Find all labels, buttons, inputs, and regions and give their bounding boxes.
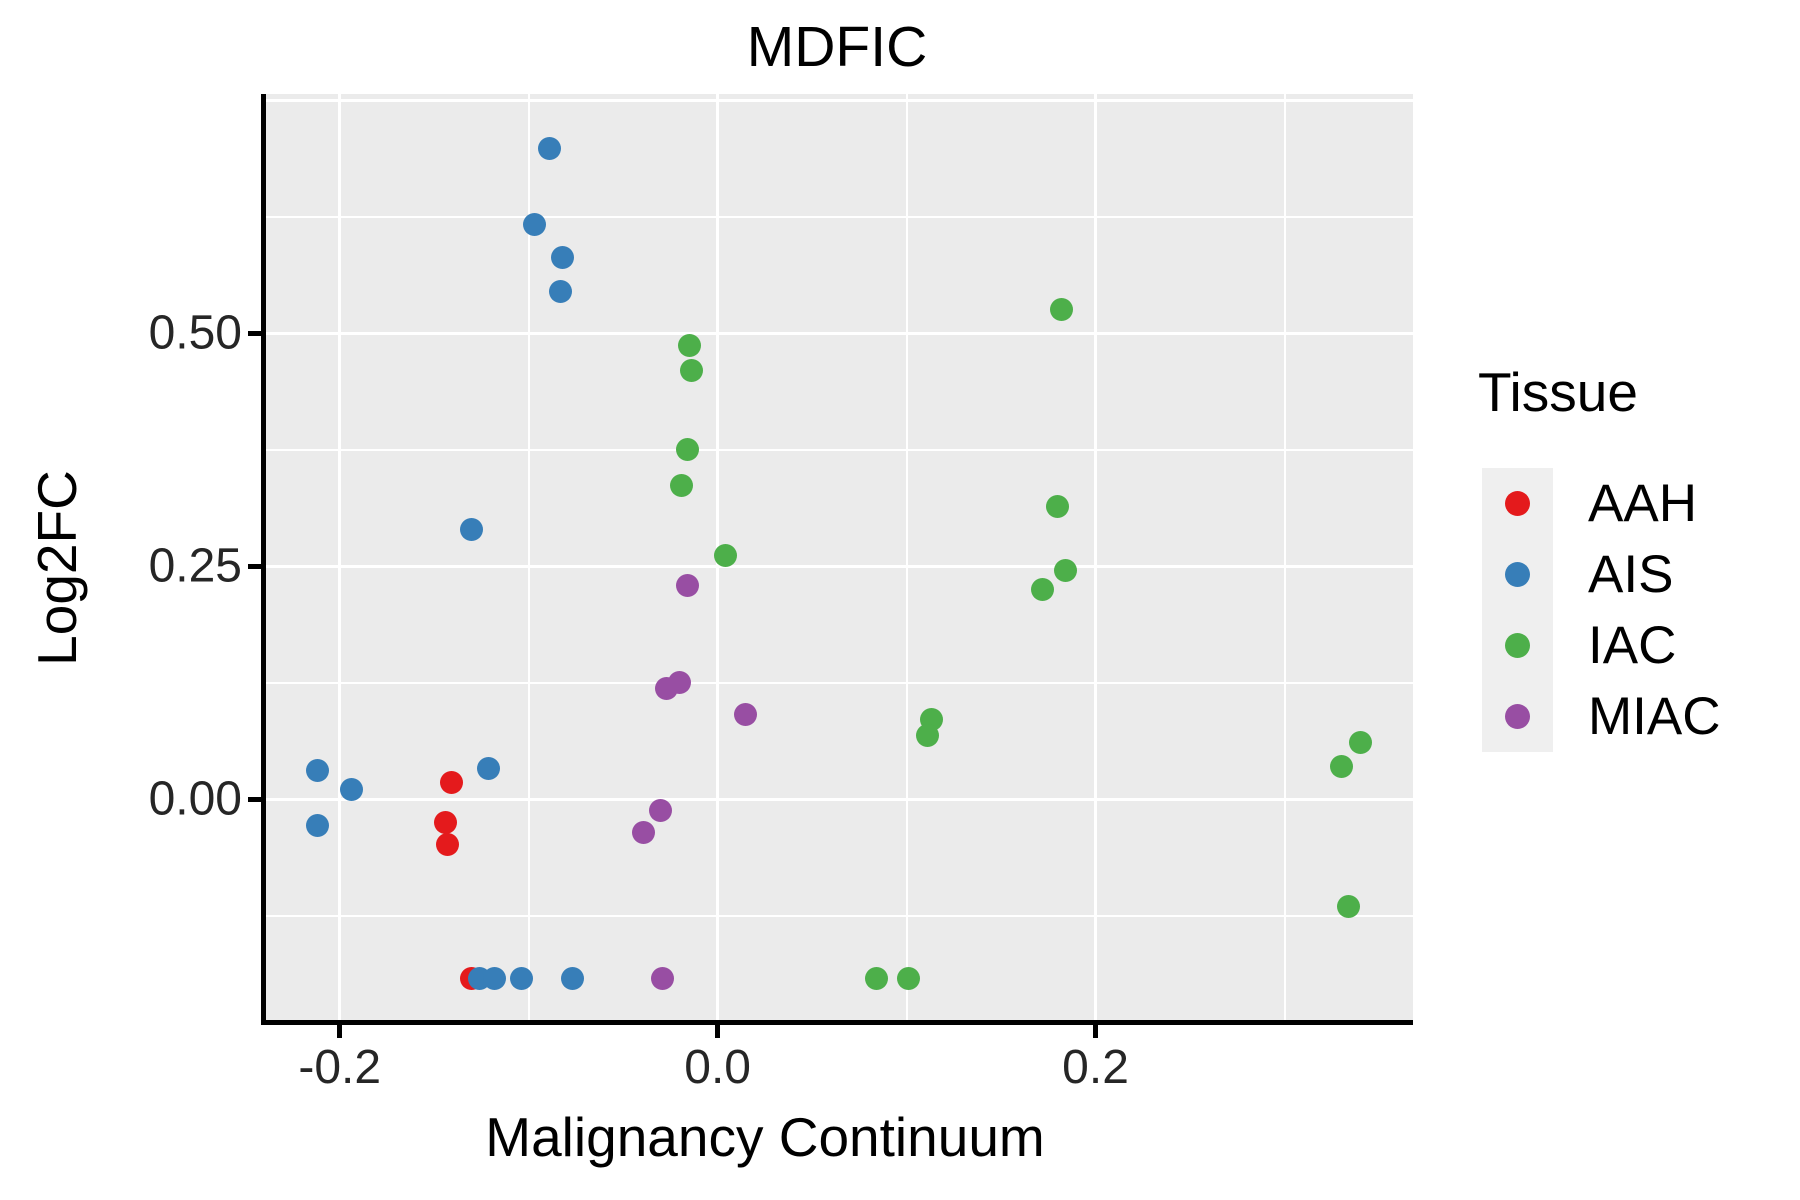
data-point-AIS xyxy=(537,137,561,161)
y-tick-label: 0.25 xyxy=(148,539,242,593)
y-tick-mark xyxy=(248,796,261,802)
data-point-IAC xyxy=(896,966,920,990)
legend-label-AAH: AAH xyxy=(1588,474,1697,533)
y-gridline-major xyxy=(266,331,1413,335)
data-point-IAC xyxy=(1053,558,1077,582)
y-axis-title: Log2FC xyxy=(26,470,88,666)
x-gridline-minor xyxy=(527,94,530,1020)
x-gridline-major xyxy=(338,94,342,1020)
y-tick-label: 0.50 xyxy=(148,306,242,360)
y-gridline-minor xyxy=(266,448,1413,451)
x-gridline-minor xyxy=(1283,94,1286,1020)
plot-panel xyxy=(261,94,1413,1025)
x-tick-label: 0.2 xyxy=(1062,1041,1129,1094)
x-tick-label: 0.0 xyxy=(684,1041,751,1094)
data-point-IAC xyxy=(677,334,701,358)
data-point-MIAC xyxy=(632,821,656,845)
legend-dot-IAC xyxy=(1505,633,1530,658)
data-point-MIAC xyxy=(668,671,692,695)
data-point-AIS xyxy=(522,212,546,236)
legend-dot-AAH xyxy=(1505,491,1530,516)
data-point-AIS xyxy=(549,279,573,303)
data-point-AIS xyxy=(477,756,501,780)
data-point-IAC xyxy=(1031,578,1055,602)
data-point-IAC xyxy=(1337,894,1361,918)
legend-dot-AIS xyxy=(1505,562,1530,587)
legend-label-IAC: IAC xyxy=(1588,616,1677,675)
x-tick-label: -0.2 xyxy=(298,1041,382,1094)
data-point-IAC xyxy=(864,966,888,990)
data-point-MIAC xyxy=(734,702,758,726)
legend-label-AIS: AIS xyxy=(1588,545,1674,604)
legend-label-MIAC: MIAC xyxy=(1588,687,1721,746)
data-point-AIS xyxy=(483,966,507,990)
data-point-IAC xyxy=(679,359,703,383)
data-point-AIS xyxy=(509,966,533,990)
data-point-IAC xyxy=(713,543,737,567)
legend-dot-MIAC xyxy=(1505,704,1530,729)
data-point-IAC xyxy=(675,438,699,462)
y-gridline-major xyxy=(266,797,1413,801)
y-gridline-major xyxy=(266,564,1413,568)
x-tick-mark xyxy=(715,1025,721,1038)
x-axis-title: Malignancy Continuum xyxy=(485,1106,1045,1168)
data-point-MIAC xyxy=(649,798,673,822)
plot-title: MDFIC xyxy=(746,15,928,79)
data-point-AIS xyxy=(560,966,584,990)
x-gridline-major xyxy=(1094,94,1098,1020)
data-point-AIS xyxy=(305,813,329,837)
y-tick-label: 0.00 xyxy=(148,772,242,826)
data-point-IAC xyxy=(1050,297,1074,321)
data-point-AIS xyxy=(305,758,329,782)
x-gridline-minor xyxy=(905,94,908,1020)
y-tick-mark xyxy=(248,330,261,336)
data-point-AAH xyxy=(439,770,463,794)
data-point-IAC xyxy=(670,473,694,497)
data-point-AAH xyxy=(434,811,457,834)
x-tick-mark xyxy=(1093,1025,1099,1038)
data-point-IAC xyxy=(1329,755,1353,779)
data-point-AAH xyxy=(435,833,459,857)
data-point-AIS xyxy=(551,245,575,269)
y-gridline-minor xyxy=(266,681,1413,684)
x-tick-mark xyxy=(337,1025,343,1038)
data-point-MIAC xyxy=(651,966,675,990)
y-gridline-minor xyxy=(266,215,1413,218)
data-point-MIAC xyxy=(675,574,699,598)
data-point-IAC xyxy=(915,724,939,748)
data-point-IAC xyxy=(1348,730,1372,754)
data-point-AIS xyxy=(460,518,484,542)
data-point-AIS xyxy=(339,778,363,802)
legend-title: Tissue xyxy=(1478,361,1638,423)
y-gridline-minor xyxy=(266,914,1413,917)
y-gridline-major xyxy=(266,99,1413,103)
y-tick-mark xyxy=(248,563,261,569)
data-point-IAC xyxy=(1046,495,1070,519)
